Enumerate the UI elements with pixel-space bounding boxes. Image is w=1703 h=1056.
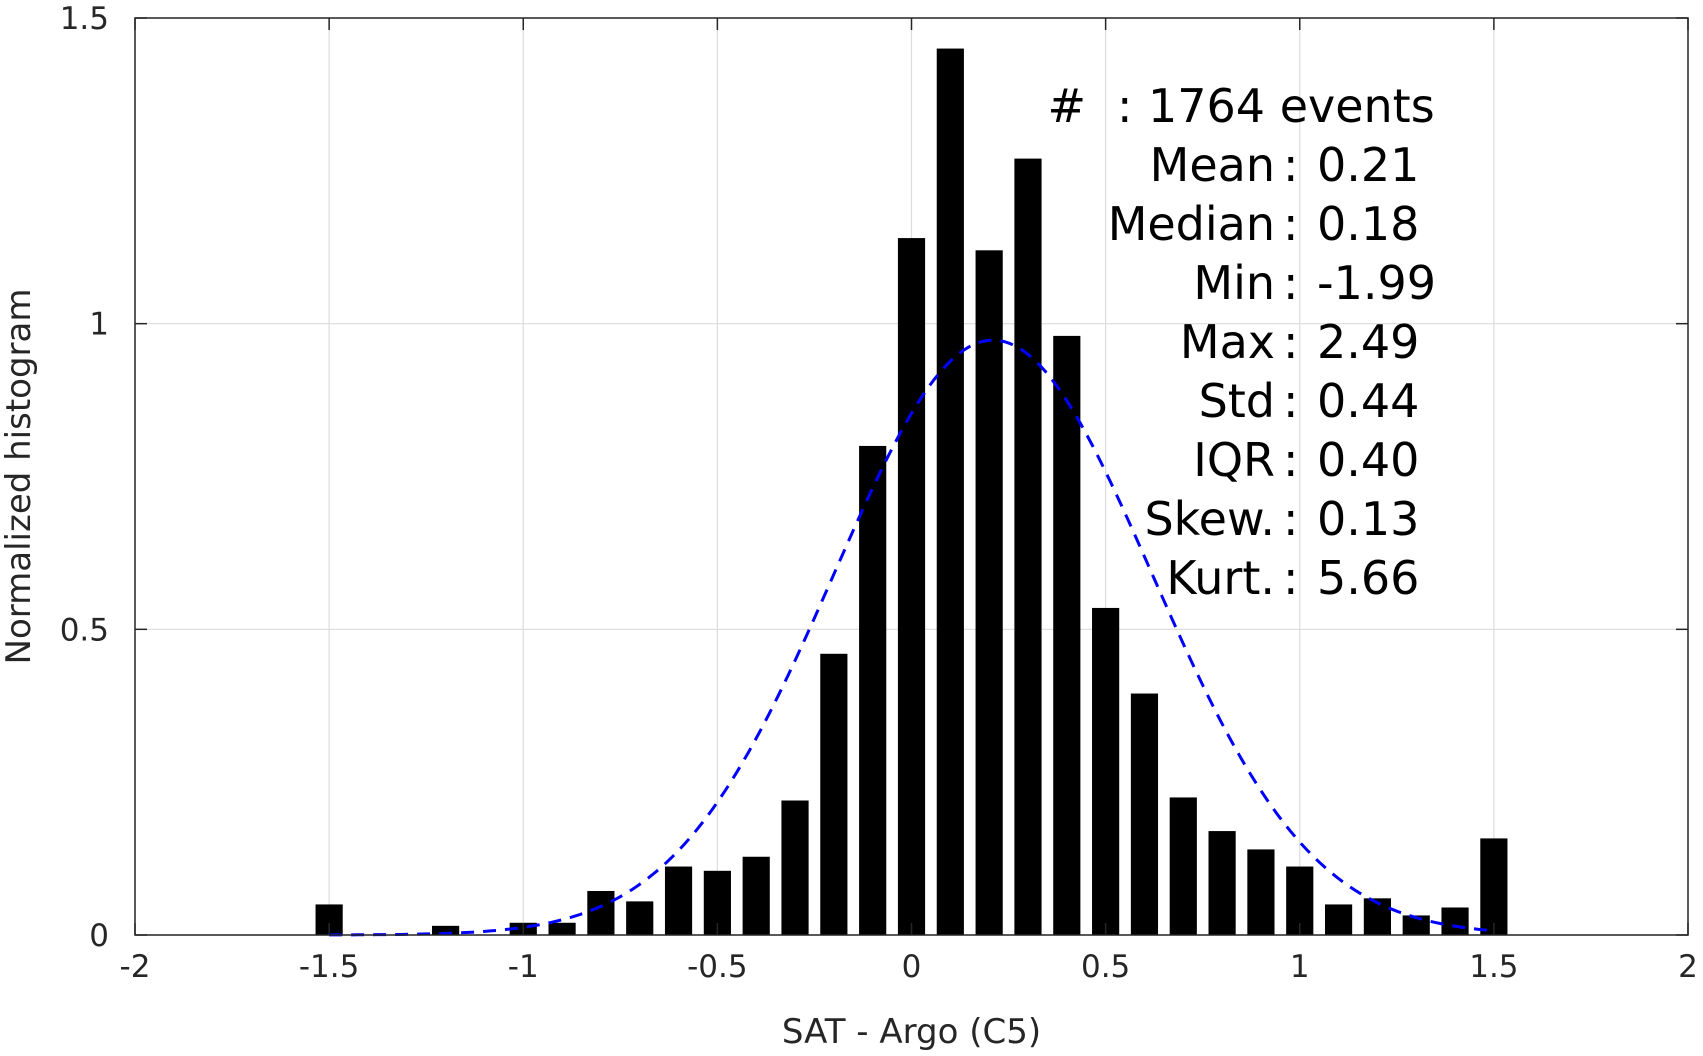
stat-separator: : [1283,256,1299,310]
stat-separator: : [1117,79,1133,133]
histogram-bar [1092,607,1120,935]
x-tick-label: -1 [508,949,539,985]
histogram-bar [781,800,809,935]
histogram-bar [975,250,1003,936]
histogram-bar [548,922,576,935]
x-tick-label: 1.5 [1469,949,1518,985]
y-tick-label: 0 [89,918,109,954]
y-tick-label: 1 [89,307,109,343]
histogram-bar [432,925,460,935]
y-axis-label: Normalized histogram [0,289,39,665]
stat-separator: : [1283,492,1299,546]
x-tick-label: -2 [120,949,151,985]
x-axis-label: SAT - Argo (C5) [782,1012,1041,1052]
histogram-bar [1053,335,1081,936]
stat-label: Max [1180,315,1275,369]
histogram-bar [820,653,848,935]
histogram-bar [1402,915,1430,935]
axis-ticks [134,17,1689,936]
stat-label: Median [1108,197,1275,251]
stat-label: IQR [1193,433,1275,487]
stat-label: Min [1193,256,1275,310]
histogram-bar [859,445,887,935]
y-tick-label: 1.5 [60,1,109,37]
stat-label: Kurt. [1166,551,1275,605]
stat-label: Mean [1150,138,1275,192]
histogram-bar [626,901,654,935]
histogram-bar [664,866,693,935]
y-tick-labels: 0 0.5 1 1.5 [60,1,109,954]
stat-value: 0.18 [1317,197,1419,251]
histogram-bar [742,856,770,935]
histogram-bar [1247,849,1275,935]
histogram-bar [1208,831,1236,935]
normal-fit-curve [329,338,1495,937]
histogram-bar [1480,838,1508,935]
stat-value: 0.40 [1317,433,1419,487]
histogram-bar [1324,904,1353,935]
stat-separator: : [1283,138,1299,192]
x-tick-label: -0.5 [687,949,748,985]
stat-value: 2.49 [1317,315,1419,369]
x-tick-label: -1.5 [299,949,360,985]
histogram-bar [1014,158,1042,935]
histogram-bar [587,890,615,935]
y-tick-label: 0.5 [60,612,109,648]
histogram-bar [1169,797,1197,935]
stat-value: 0.13 [1317,492,1419,546]
stat-separator: : [1283,551,1299,605]
stat-value: 1764 events [1148,79,1435,133]
histogram-bar [1441,907,1469,935]
stat-value: -1.99 [1317,256,1436,310]
x-tick-label: 0 [902,949,922,985]
histogram-bar [1363,898,1391,935]
stat-value: 5.66 [1317,551,1419,605]
stat-value: 0.44 [1317,374,1419,428]
stat-separator: : [1283,315,1299,369]
stat-value: 0.21 [1317,138,1419,192]
x-tick-label: 2 [1678,949,1698,985]
histogram-bar [897,238,926,935]
histogram-bar [936,48,964,936]
x-tick-label: 1 [1290,949,1310,985]
stat-label: Skew. [1144,492,1275,546]
stat-label: # [1047,79,1086,133]
bars-group [315,48,1508,936]
stat-separator: : [1283,197,1299,251]
stat-label: Std [1199,374,1275,428]
histogram-bar [1130,693,1159,935]
x-tick-labels: -2 -1.5 -1 -0.5 0 0.5 1 1.5 2 [120,949,1698,985]
stat-separator: : [1283,433,1299,487]
stat-separator: : [1283,374,1299,428]
x-tick-label: 0.5 [1081,949,1130,985]
